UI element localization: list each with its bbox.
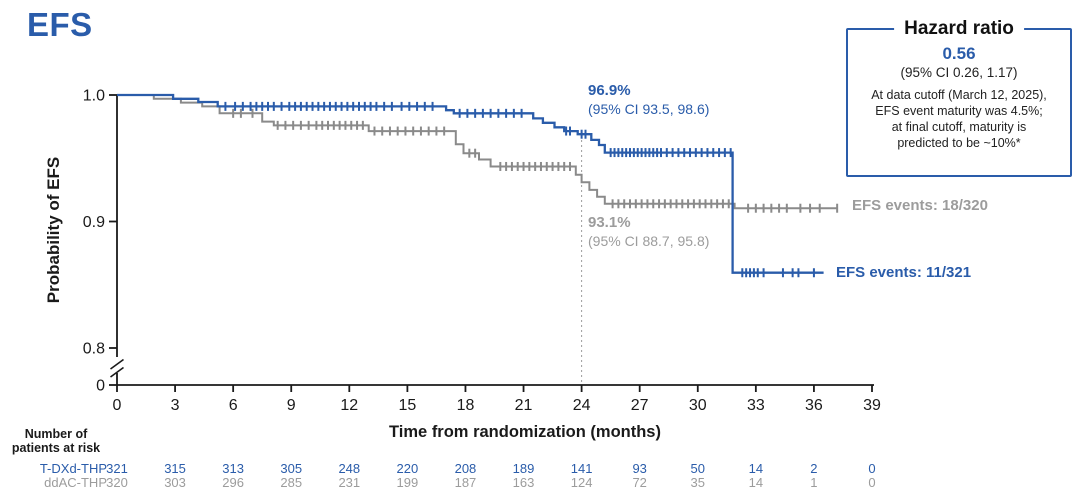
svg-text:0.9: 0.9 — [83, 214, 105, 231]
risk-count: 124 — [570, 475, 593, 490]
risk-count: 220 — [396, 461, 419, 476]
risk-table-header: Number of patients at risk — [2, 427, 110, 455]
hazard-ratio-box: Hazard ratio 0.56 (95% CI 0.26, 1.17) At… — [846, 18, 1072, 177]
hazard-ratio-note-line: At data cutoff (March 12, 2025), — [871, 88, 1047, 102]
risk-count: 315 — [164, 461, 186, 476]
risk-count: 0 — [868, 475, 876, 490]
risk-table-header-line2: patients at risk — [11, 441, 101, 455]
svg-text:24: 24 — [573, 397, 591, 414]
risk-count: 141 — [570, 461, 593, 476]
svg-text:12: 12 — [340, 397, 358, 414]
risk-count: 199 — [396, 475, 419, 490]
risk-count: 1 — [810, 475, 818, 490]
svg-text:15: 15 — [398, 397, 416, 414]
hazard-ratio-note-line: EFS event maturity was 4.5%; — [875, 104, 1043, 118]
svg-text:1.0: 1.0 — [83, 88, 105, 105]
risk-count: 208 — [454, 461, 477, 476]
risk-count: 0 — [868, 461, 876, 476]
svg-text:3: 3 — [171, 397, 180, 414]
risk-count: 285 — [280, 475, 303, 490]
annotation-ddac-value: 93.1% — [588, 214, 631, 231]
risk-count: 231 — [338, 475, 361, 490]
svg-text:0: 0 — [96, 378, 105, 395]
risk-row-label-tdxd: T-DXd-THP — [39, 461, 107, 476]
events-label-ddac: EFS events: 18/320 — [852, 197, 988, 214]
hazard-ratio-ci: (95% CI 0.26, 1.17) — [900, 65, 1018, 80]
annotation-tdxd-ci: (95% CI 93.5, 98.6) — [588, 101, 710, 117]
annotation-ddac: 93.1% (95% CI 88.7, 95.8) — [588, 214, 709, 250]
svg-text:18: 18 — [457, 397, 475, 414]
page-title: EFS — [27, 6, 93, 43]
hazard-ratio-title: Hazard ratio — [894, 18, 1024, 40]
annotation-tdxd-value: 96.9% — [588, 82, 631, 99]
risk-count: 303 — [164, 475, 186, 490]
svg-text:21: 21 — [515, 397, 533, 414]
annotation-tdxd: 96.9% (95% CI 93.5, 98.6) — [588, 82, 709, 118]
svg-text:30: 30 — [689, 397, 707, 414]
risk-count: 321 — [106, 461, 128, 476]
risk-count: 50 — [690, 461, 705, 476]
hazard-ratio-note-line: predicted to be ~10%* — [897, 136, 1021, 150]
hazard-ratio-note-line: at final cutoff, maturity is — [891, 120, 1027, 134]
svg-text:0.8: 0.8 — [83, 341, 105, 358]
risk-table-header-line1: Number of — [24, 427, 88, 441]
svg-text:36: 36 — [805, 397, 823, 414]
svg-text:33: 33 — [747, 397, 765, 414]
risk-count: 305 — [280, 461, 303, 476]
risk-count: 2 — [810, 461, 818, 476]
hazard-ratio-value: 0.56 — [942, 44, 976, 63]
risk-count: 163 — [512, 475, 535, 490]
y-axis-label: Probability of EFS — [44, 156, 63, 304]
svg-text:39: 39 — [863, 397, 881, 414]
risk-count: 72 — [632, 475, 647, 490]
risk-count: 93 — [632, 461, 647, 476]
risk-count: 14 — [748, 475, 764, 490]
risk-count: 189 — [512, 461, 535, 476]
risk-count: 14 — [748, 461, 764, 476]
x-axis-label: Time from randomization (months) — [389, 423, 661, 441]
risk-count: 187 — [454, 475, 477, 490]
hazard-ratio-note: At data cutoff (March 12, 2025), EFS eve… — [848, 87, 1070, 151]
svg-text:6: 6 — [229, 397, 238, 414]
risk-count: 296 — [222, 475, 244, 490]
risk-count: 313 — [222, 461, 244, 476]
svg-text:9: 9 — [287, 397, 296, 414]
events-label-tdxd: EFS events: 11/321 — [836, 264, 972, 281]
svg-text:0: 0 — [113, 397, 122, 414]
svg-text:27: 27 — [631, 397, 649, 414]
risk-row-label-ddac: ddAC-THP — [44, 475, 107, 490]
risk-count: 35 — [690, 475, 705, 490]
risk-count: 248 — [338, 461, 361, 476]
annotation-ddac-ci: (95% CI 88.7, 95.8) — [588, 233, 710, 249]
risk-count: 320 — [106, 475, 128, 490]
